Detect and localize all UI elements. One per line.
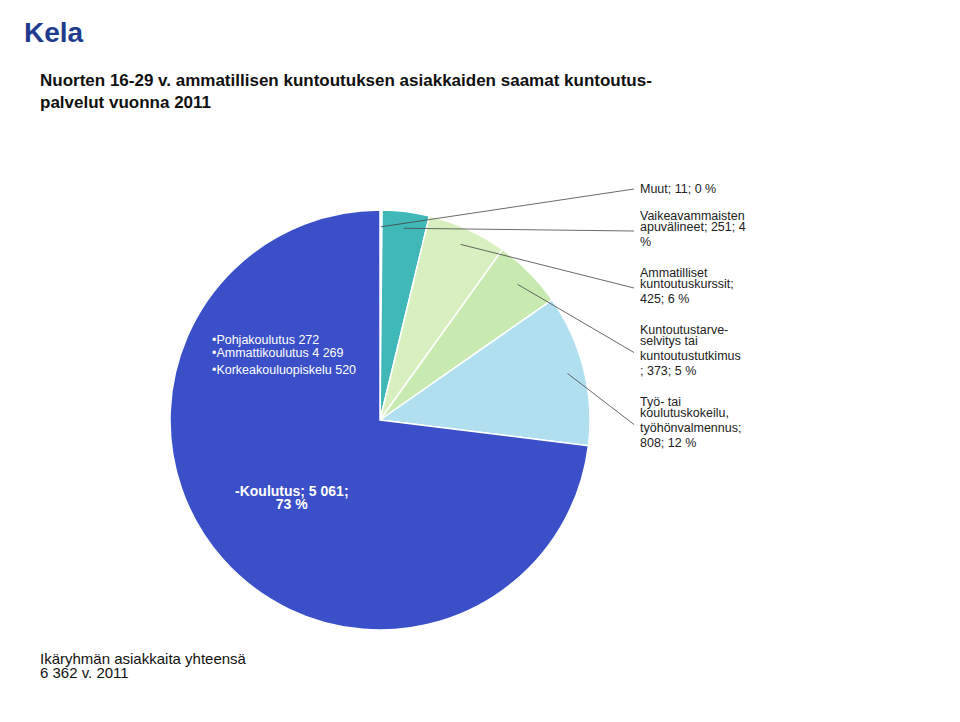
data-label: Vaikeavammaistenapuvälineet; 251; 4% (640, 209, 746, 249)
data-label: Ammatillisetkuntoutuskurssit;425; 6 % (640, 266, 734, 306)
leader-line (381, 189, 634, 227)
bottom-note-line: 6 362 v. 2011 (40, 664, 129, 681)
data-label-line: kuntoutustutkimus (640, 349, 741, 363)
data-label-line: 73 % (276, 496, 308, 512)
data-label-line: apuvälineet; 251; 4 (640, 220, 746, 234)
data-label-line: selvitys tai (640, 334, 698, 348)
leader-line (568, 373, 634, 424)
leader-line (518, 284, 634, 352)
logo-text-line: Kela (24, 17, 84, 48)
leader-line (461, 244, 634, 288)
data-label-line: 425; 6 % (640, 292, 689, 306)
leader-line (404, 228, 634, 231)
data-label-line: ; 373; 5 % (640, 364, 696, 378)
inner-annotation-line: •Pohjakoulutus 272 (212, 333, 319, 347)
data-label-line: % (640, 235, 651, 249)
data-label-line: 808; 12 % (640, 436, 696, 450)
data-label-line: työhönvalmennus; (640, 421, 741, 435)
data-label-line: koulutuskokeilu, (640, 406, 729, 420)
title: Nuorten 16-29 v. ammatillisen kuntoutuks… (40, 71, 652, 112)
inner-annotation-line: •Korkeakouluopiskelu 520 (212, 363, 356, 377)
title-line: palvelut vuonna 2011 (40, 93, 211, 112)
logo-text: Kela (24, 17, 84, 48)
data-label: Muut; 11; 0 % (640, 182, 716, 196)
bottom-note: Ikäryhmän asiakkaita yhteensä6 362 v. 20… (40, 650, 247, 682)
pie (170, 210, 590, 630)
inner-annotation-line: •Ammattikoulutus 4 269 (212, 346, 344, 360)
data-label: Työ- taikoulutuskokeilu,työhönvalmennus;… (640, 395, 741, 450)
data-label-line: kuntoutuskurssit; (640, 277, 734, 291)
chart: Kela Nuorten 16-29 v. ammatillisen kuntou… (0, 0, 960, 722)
pie-slice (170, 210, 588, 630)
inner-annotation: •Pohjakoulutus 272•Ammattikoulutus 4 269… (212, 333, 356, 377)
data-label: -Koulutus; 5 061;73 % (235, 483, 349, 512)
title-line: Nuorten 16-29 v. ammatillisen kuntoutuks… (40, 71, 652, 90)
data-label: Kuntoutustarve-selvitys taikuntoutustutk… (640, 323, 741, 378)
data-label-line: Muut; 11; 0 % (640, 182, 716, 196)
